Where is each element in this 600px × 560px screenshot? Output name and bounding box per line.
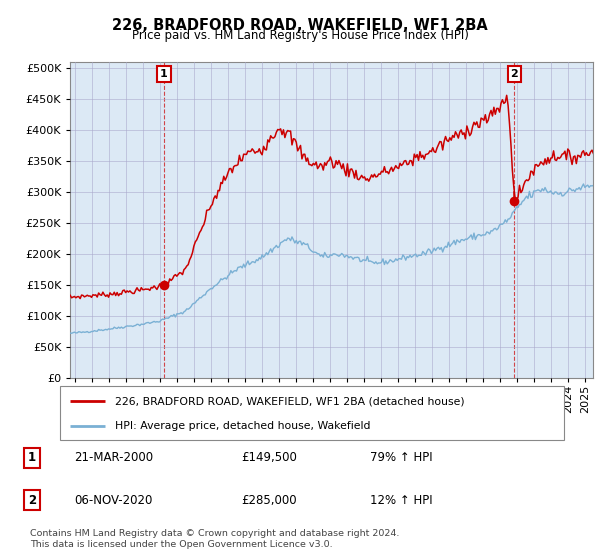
Text: 1: 1 bbox=[28, 451, 36, 464]
Text: 2: 2 bbox=[28, 494, 36, 507]
Text: 12% ↑ HPI: 12% ↑ HPI bbox=[370, 494, 432, 507]
Text: 2: 2 bbox=[511, 69, 518, 80]
Text: Price paid vs. HM Land Registry's House Price Index (HPI): Price paid vs. HM Land Registry's House … bbox=[131, 29, 469, 42]
Text: 1: 1 bbox=[160, 69, 168, 80]
Text: 06-NOV-2020: 06-NOV-2020 bbox=[74, 494, 152, 507]
Text: 226, BRADFORD ROAD, WAKEFIELD, WF1 2BA (detached house): 226, BRADFORD ROAD, WAKEFIELD, WF1 2BA (… bbox=[115, 396, 465, 407]
Text: £149,500: £149,500 bbox=[241, 451, 297, 464]
Text: 226, BRADFORD ROAD, WAKEFIELD, WF1 2BA: 226, BRADFORD ROAD, WAKEFIELD, WF1 2BA bbox=[112, 18, 488, 33]
FancyBboxPatch shape bbox=[60, 386, 564, 440]
Text: 21-MAR-2000: 21-MAR-2000 bbox=[74, 451, 153, 464]
Text: £285,000: £285,000 bbox=[241, 494, 297, 507]
Text: HPI: Average price, detached house, Wakefield: HPI: Average price, detached house, Wake… bbox=[115, 421, 371, 431]
Text: Contains HM Land Registry data © Crown copyright and database right 2024.
This d: Contains HM Land Registry data © Crown c… bbox=[30, 529, 400, 549]
Text: 79% ↑ HPI: 79% ↑ HPI bbox=[370, 451, 432, 464]
